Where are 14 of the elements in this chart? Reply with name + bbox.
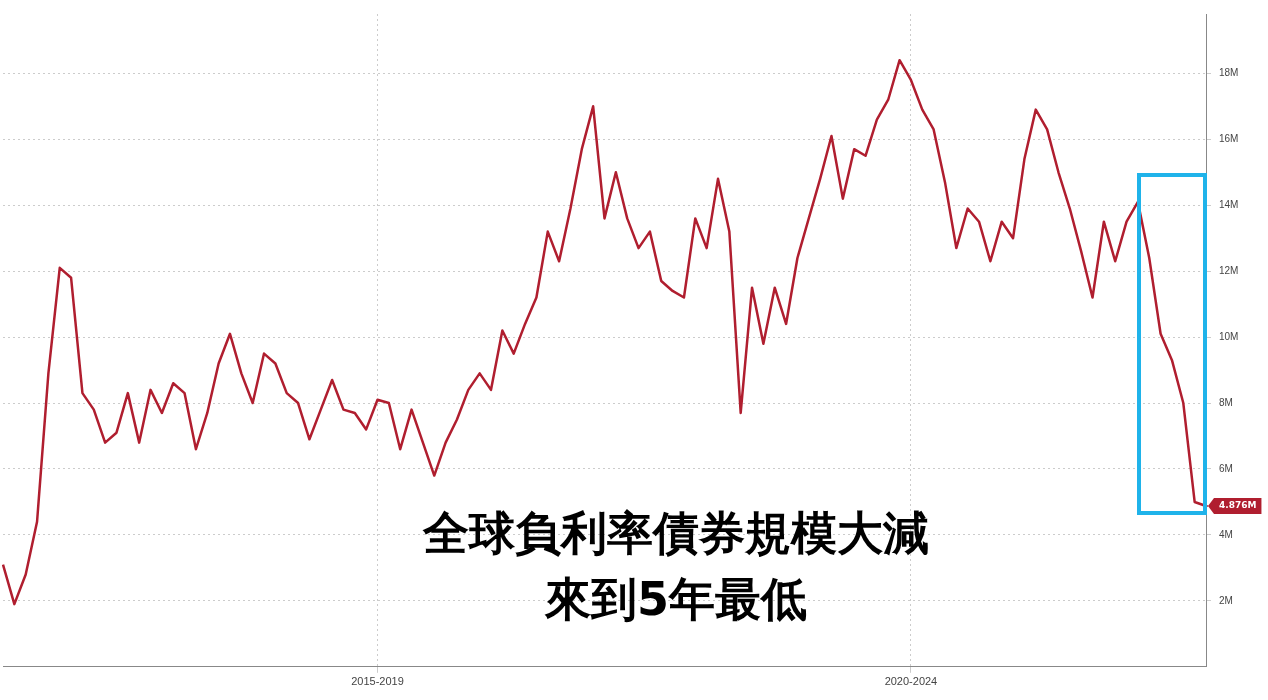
text: 全球負利率債券規模大減	[421, 505, 930, 562]
y-tick-label: 2M	[1219, 594, 1233, 606]
x-tick-label: 2015-2019	[351, 675, 404, 688]
y-tick-label: 16M	[1219, 133, 1239, 145]
y-tick-label: 8M	[1219, 396, 1233, 408]
y-tick-label: 14M	[1219, 198, 1239, 210]
y-tick-label: 12M	[1219, 264, 1239, 276]
y-tick-label: 18M	[1219, 67, 1239, 79]
data-label: 4.876M	[1219, 500, 1257, 511]
y-tick-label: 6M	[1219, 462, 1233, 474]
y-tick-label: 4M	[1219, 528, 1233, 540]
x-tick-label: 2020-2024	[884, 675, 938, 688]
text: 來到5年最低	[544, 571, 808, 628]
y-tick-label: 10M	[1219, 330, 1239, 342]
